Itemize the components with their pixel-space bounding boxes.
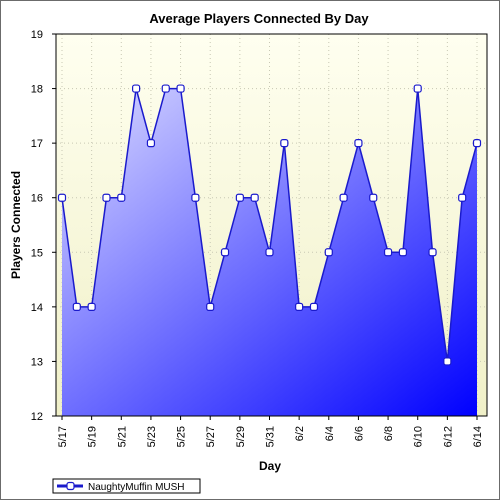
y-tick-label: 13	[31, 356, 43, 368]
y-tick-label: 14	[31, 302, 43, 314]
legend: NaughtyMuffin MUSH	[52, 478, 201, 494]
x-tick-label: 5/17	[57, 426, 69, 447]
data-point-6-12	[443, 357, 452, 366]
chart-title: Average Players Connected By Day	[149, 11, 369, 26]
data-point-6-3	[309, 302, 319, 311]
legend-box	[52, 478, 201, 494]
data-point-6-2	[295, 302, 304, 311]
x-tick-label: 6/6	[353, 426, 365, 441]
y-tick-label: 16	[31, 193, 43, 205]
data-point-6-8	[383, 248, 393, 257]
data-point-5-27	[206, 302, 215, 311]
data-point-6-4	[324, 248, 333, 257]
data-point-6-13	[458, 193, 467, 202]
data-point-6-10	[413, 84, 422, 93]
data-point-5-26	[191, 193, 200, 202]
x-tick-label: 5/23	[146, 426, 158, 447]
x-tick-label: 5/29	[235, 426, 247, 447]
x-tick-label: 6/12	[442, 426, 454, 447]
x-tick-label: 5/21	[116, 426, 128, 447]
data-point-6-1	[280, 139, 289, 148]
x-axis: 5/17 5/19 5/21 5/23 5/25 5/27 5/29 5/31 6/2 6/4 6/…	[57, 416, 484, 447]
data-point-5-24	[161, 84, 170, 93]
data-point-5-19	[87, 302, 96, 311]
data-point-6-7	[369, 193, 378, 202]
x-tick-label: 5/25	[176, 426, 188, 447]
data-point-5-23	[146, 139, 156, 148]
y-axis-title: Players Connected	[9, 171, 23, 279]
y-axis: 12 13 14 15 16 17 18 19	[31, 29, 56, 423]
data-point-5-20	[102, 193, 111, 202]
data-point-5-30	[250, 193, 259, 202]
y-tick-label: 15	[31, 247, 43, 259]
x-tick-label: 5/27	[205, 426, 217, 447]
x-tick-label: 5/19	[87, 426, 99, 447]
data-point-6-11	[428, 248, 437, 257]
data-point-5-29	[235, 193, 244, 202]
x-tick-label: 5/31	[265, 426, 277, 447]
data-point-6-6	[354, 139, 363, 148]
plot-border	[55, 33, 488, 417]
data-point-5-17	[57, 193, 67, 202]
data-point-6-14	[472, 139, 482, 148]
data-point-5-28	[220, 248, 230, 257]
x-tick-label: 6/10	[413, 426, 425, 447]
x-tick-label: 6/8	[383, 426, 395, 441]
x-axis-title: Day	[259, 459, 281, 473]
y-tick-label: 18	[31, 84, 43, 96]
data-point-5-31	[265, 248, 274, 257]
data-point-5-22	[132, 84, 141, 93]
x-tick-label: 6/4	[324, 426, 336, 441]
y-tick-label: 17	[31, 138, 43, 150]
data-point-6-5	[339, 193, 348, 202]
series-markers	[57, 84, 482, 366]
legend-label: NaughtyMuffin MUSH	[88, 482, 185, 493]
data-point-6-9	[398, 248, 407, 257]
data-point-5-25	[176, 84, 185, 93]
data-point-5-18	[72, 302, 81, 311]
legend-marker-swatch	[66, 481, 75, 491]
x-tick-label: 6/2	[294, 426, 306, 441]
y-tick-label: 12	[31, 411, 43, 423]
y-tick-label: 19	[31, 29, 43, 41]
data-point-5-21	[117, 193, 126, 202]
x-tick-label: 6/14	[472, 426, 484, 447]
